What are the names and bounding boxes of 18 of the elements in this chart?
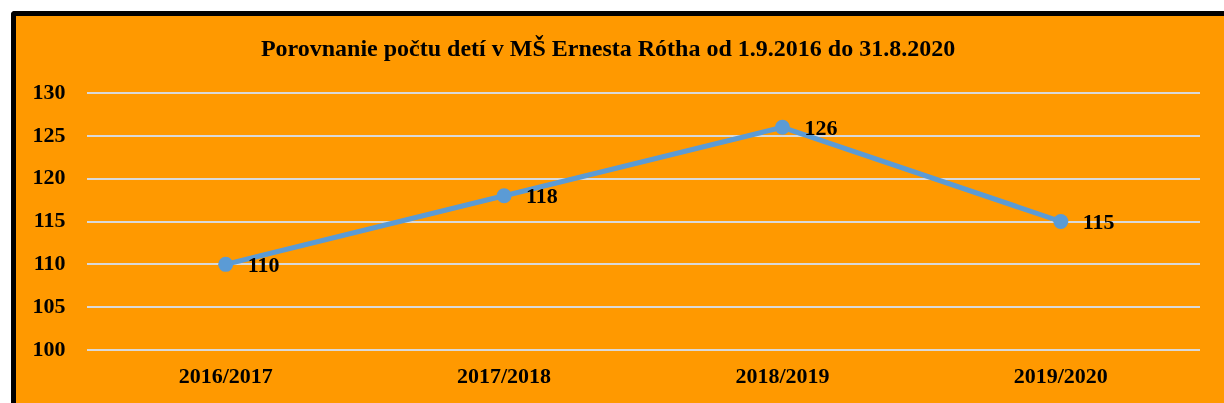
point (774, 119, 790, 135)
chart-title: Porovnanie počtu detí v MŠ Ernesta Rótha od 1.9.2016 do 31.8.2020 (260, 34, 956, 61)
y-tick-label: 120 (32, 164, 66, 190)
y-tick-label: 130 (32, 78, 66, 104)
x-tick-label: 2019/2020 (1013, 362, 1108, 388)
y-tick-label: 115 (33, 207, 66, 233)
y-tick-label: 105 (32, 292, 66, 318)
y-tick-label: 100 (32, 335, 66, 361)
x-tick-label: 2017/2018 (457, 362, 552, 388)
point (1053, 214, 1069, 229)
point (218, 256, 234, 272)
y-tick-label: 125 (32, 121, 66, 147)
data-label: 126 (804, 114, 838, 140)
x-tick-label: 2016/2017 (178, 362, 273, 388)
x-tick-label: 2018/2019 (735, 362, 830, 388)
y-tick-label: 110 (33, 250, 66, 276)
point (496, 188, 512, 204)
data-label: 118 (526, 183, 558, 209)
